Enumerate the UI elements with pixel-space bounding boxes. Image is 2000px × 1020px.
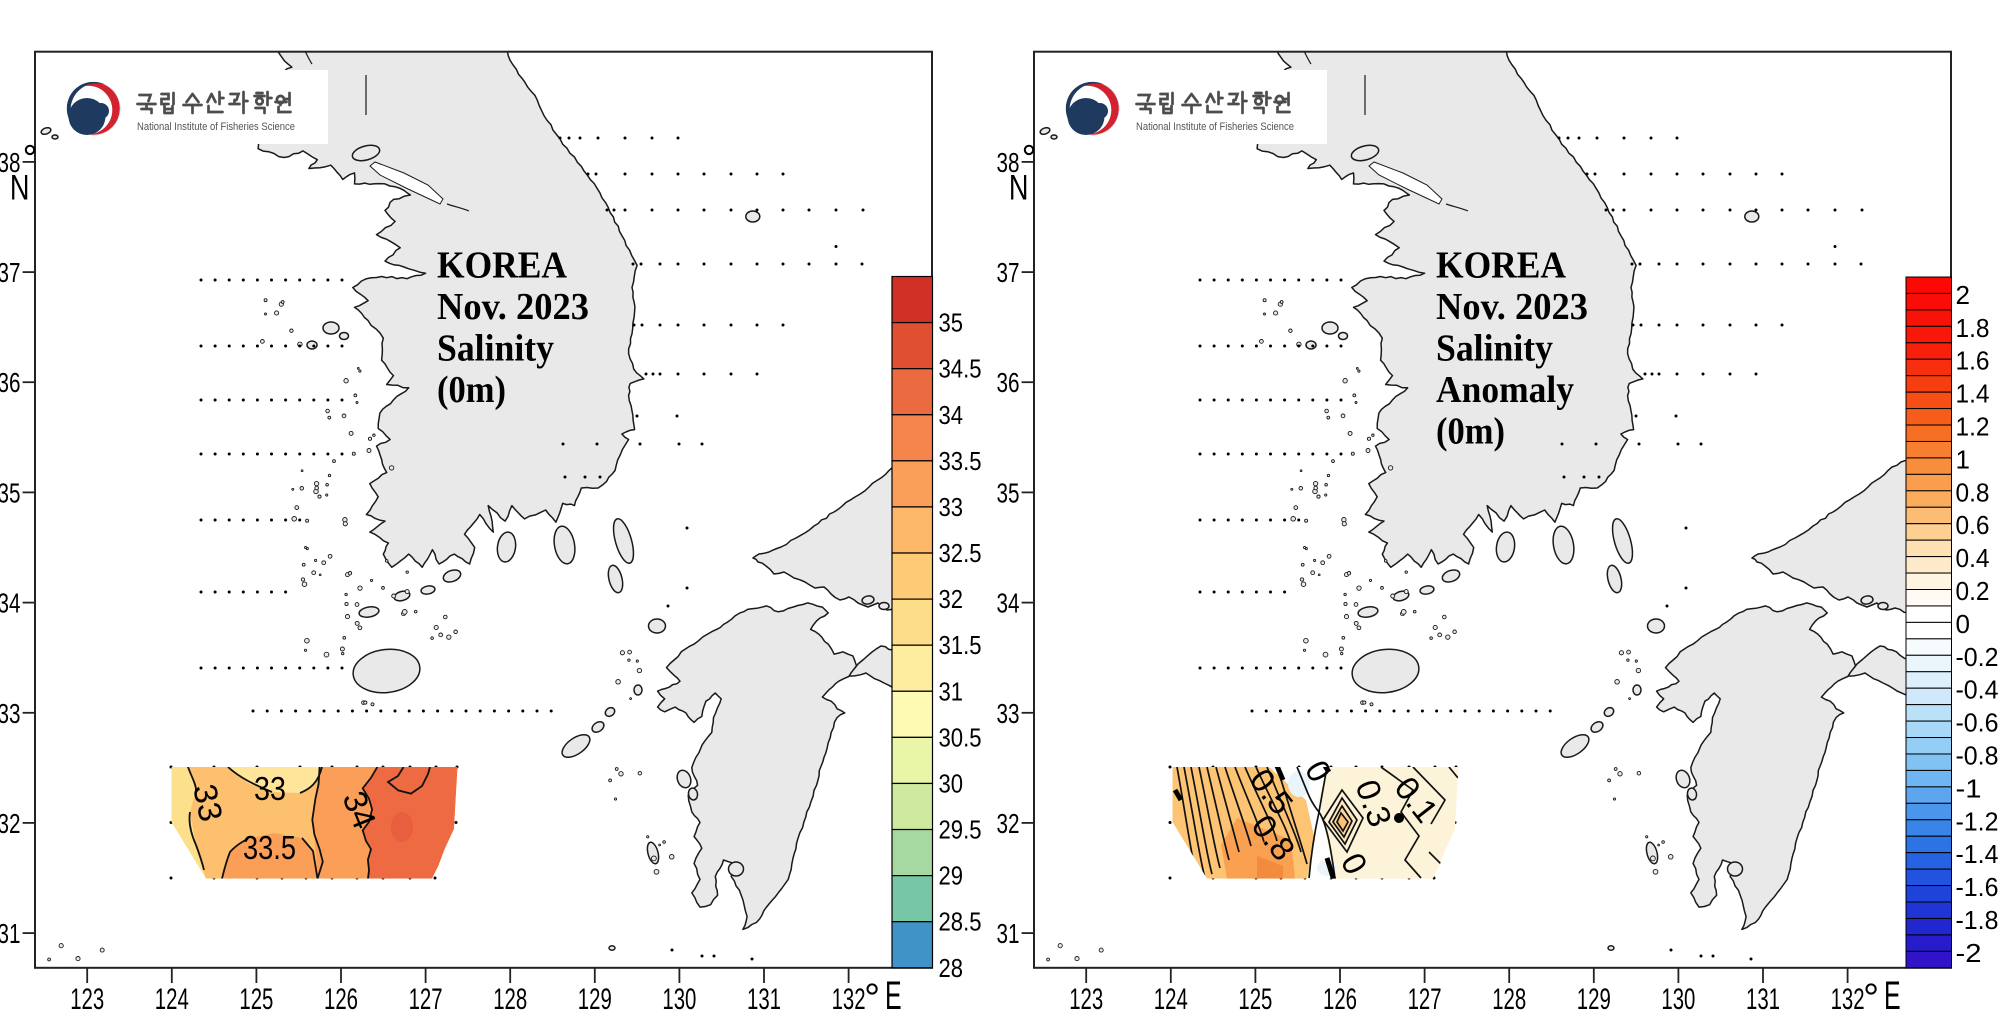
svg-text:E: E (885, 974, 902, 1018)
svg-text:130: 130 (662, 983, 696, 1016)
svg-text:-0.2: -0.2 (1956, 642, 1999, 672)
svg-text:124: 124 (1154, 983, 1188, 1016)
svg-text:38: 38 (0, 147, 21, 178)
svg-text:33: 33 (0, 698, 21, 729)
svg-text:123: 123 (70, 983, 104, 1016)
svg-text:33: 33 (939, 494, 964, 522)
svg-text:33: 33 (997, 698, 1020, 729)
svg-text:35: 35 (0, 477, 21, 508)
svg-text:-0.8: -0.8 (1956, 741, 1999, 771)
svg-text:-0.4: -0.4 (1956, 675, 1999, 705)
svg-text:123: 123 (1069, 983, 1103, 1016)
svg-text:31: 31 (997, 918, 1020, 949)
svg-text:31: 31 (939, 678, 964, 706)
svg-text:125: 125 (239, 983, 273, 1016)
svg-text:127: 127 (1408, 983, 1442, 1016)
svg-text:-1.6: -1.6 (1956, 872, 1999, 902)
svg-text:-1.4: -1.4 (1956, 839, 1999, 869)
svg-text:35: 35 (997, 477, 1020, 508)
svg-text:National Institute of Fisherie: National Institute of Fisheries Science (137, 121, 295, 133)
svg-text:0.2: 0.2 (1956, 576, 1990, 606)
svg-text:34: 34 (939, 402, 964, 430)
svg-text:38: 38 (997, 147, 1020, 178)
svg-text:132: 132 (832, 983, 866, 1016)
svg-text:KOREA: KOREA (437, 245, 568, 287)
svg-text:-1.2: -1.2 (1956, 806, 1999, 836)
svg-text:1.8: 1.8 (1956, 313, 1990, 343)
svg-text:1.2: 1.2 (1956, 412, 1990, 442)
svg-text:0.4: 0.4 (1956, 543, 1990, 573)
svg-text:0: 0 (1956, 609, 1971, 639)
svg-text:32: 32 (939, 586, 964, 614)
svg-text:(0m): (0m) (437, 369, 506, 411)
svg-text:34.5: 34.5 (939, 356, 982, 384)
svg-text:-0.6: -0.6 (1956, 708, 1999, 738)
svg-text:36: 36 (0, 367, 21, 398)
svg-text:N: N (1009, 168, 1029, 207)
svg-text:Nov. 2023: Nov. 2023 (437, 286, 589, 328)
svg-text:28.5: 28.5 (939, 909, 982, 937)
svg-text:128: 128 (493, 983, 527, 1016)
svg-text:E: E (1884, 974, 1901, 1018)
svg-text:130: 130 (1661, 983, 1695, 1016)
svg-text:KOREA: KOREA (1436, 245, 1567, 287)
svg-text:33.5: 33.5 (243, 829, 296, 866)
svg-text:126: 126 (324, 983, 358, 1016)
svg-text:1.6: 1.6 (1956, 346, 1990, 376)
svg-text:35: 35 (939, 310, 964, 338)
svg-text:-1: -1 (1956, 773, 1982, 803)
svg-text:132: 132 (1831, 983, 1865, 1016)
svg-text:0.8: 0.8 (1956, 477, 1990, 507)
svg-text:28: 28 (939, 955, 964, 983)
svg-text:29.5: 29.5 (939, 817, 982, 845)
svg-text:N: N (10, 168, 30, 207)
svg-text:131: 131 (1746, 983, 1780, 1016)
svg-text:2: 2 (1956, 280, 1971, 310)
svg-text:129: 129 (1577, 983, 1611, 1016)
svg-text:33.5: 33.5 (939, 448, 982, 476)
svg-text:0.6: 0.6 (1956, 510, 1990, 540)
svg-text:(0m): (0m) (1436, 411, 1505, 453)
svg-text:Anomaly: Anomaly (1436, 369, 1574, 411)
svg-text:31.5: 31.5 (939, 632, 982, 660)
svg-text:29: 29 (939, 863, 964, 891)
svg-text:32.5: 32.5 (939, 540, 982, 568)
svg-text:125: 125 (1238, 983, 1272, 1016)
svg-text:126: 126 (1323, 983, 1357, 1016)
svg-text:128: 128 (1492, 983, 1526, 1016)
svg-text:37: 37 (997, 257, 1020, 288)
svg-text:1: 1 (1956, 444, 1971, 474)
svg-text:1.4: 1.4 (1956, 379, 1990, 409)
svg-text:33: 33 (254, 770, 286, 807)
svg-text:124: 124 (155, 983, 189, 1016)
svg-text:Nov. 2023: Nov. 2023 (1436, 286, 1588, 328)
svg-text:31: 31 (0, 918, 21, 949)
svg-text:34: 34 (997, 588, 1020, 619)
svg-text:32: 32 (0, 808, 21, 839)
svg-text:36: 36 (997, 367, 1020, 398)
svg-text:National Institute of Fisherie: National Institute of Fisheries Science (1136, 121, 1294, 133)
svg-text:33: 33 (186, 781, 230, 825)
svg-text:34: 34 (0, 588, 21, 619)
svg-text:30.5: 30.5 (939, 724, 982, 752)
svg-text:37: 37 (0, 257, 21, 288)
svg-text:Salinity: Salinity (437, 328, 554, 370)
svg-text:127: 127 (409, 983, 443, 1016)
svg-text:131: 131 (747, 983, 781, 1016)
svg-text:Salinity: Salinity (1436, 328, 1553, 370)
svg-text:129: 129 (578, 983, 612, 1016)
svg-text:32: 32 (997, 808, 1020, 839)
svg-text:-1.8: -1.8 (1956, 905, 1999, 935)
svg-text:-2: -2 (1956, 938, 1982, 968)
svg-text:30: 30 (939, 771, 964, 799)
